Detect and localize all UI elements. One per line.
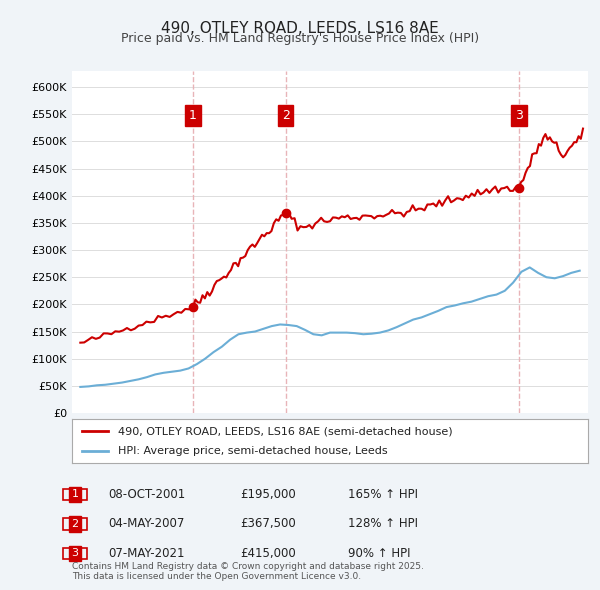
Text: 08-OCT-2001: 08-OCT-2001 (108, 488, 185, 501)
Text: 3: 3 (515, 109, 523, 122)
Text: 490, OTLEY ROAD, LEEDS, LS16 8AE: 490, OTLEY ROAD, LEEDS, LS16 8AE (161, 21, 439, 35)
Text: 490, OTLEY ROAD, LEEDS, LS16 8AE (semi-detached house): 490, OTLEY ROAD, LEEDS, LS16 8AE (semi-d… (118, 427, 453, 436)
Text: 07-MAY-2021: 07-MAY-2021 (108, 547, 185, 560)
Text: 1: 1 (71, 490, 79, 499)
Text: 2: 2 (71, 519, 79, 529)
Text: HPI: Average price, semi-detached house, Leeds: HPI: Average price, semi-detached house,… (118, 446, 388, 455)
Text: 165% ↑ HPI: 165% ↑ HPI (348, 488, 418, 501)
Text: 2: 2 (282, 109, 290, 122)
Text: 90% ↑ HPI: 90% ↑ HPI (348, 547, 410, 560)
Text: £415,000: £415,000 (240, 547, 296, 560)
Text: Contains HM Land Registry data © Crown copyright and database right 2025.
This d: Contains HM Land Registry data © Crown c… (72, 562, 424, 581)
Text: £195,000: £195,000 (240, 488, 296, 501)
Text: 04-MAY-2007: 04-MAY-2007 (108, 517, 184, 530)
Text: Price paid vs. HM Land Registry's House Price Index (HPI): Price paid vs. HM Land Registry's House … (121, 32, 479, 45)
Text: 128% ↑ HPI: 128% ↑ HPI (348, 517, 418, 530)
Text: 1: 1 (189, 109, 197, 122)
Text: £367,500: £367,500 (240, 517, 296, 530)
Text: 3: 3 (71, 549, 79, 558)
